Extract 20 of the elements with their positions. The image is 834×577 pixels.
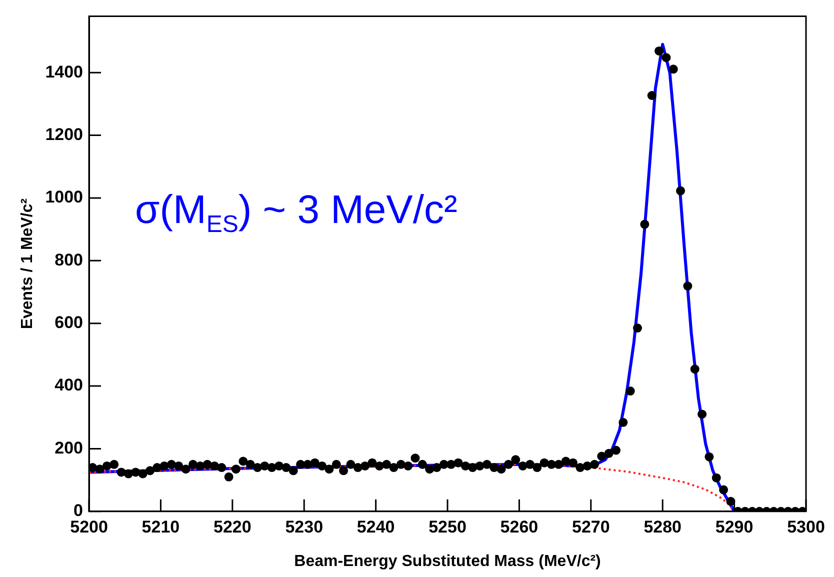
y-tick-label: 1000	[45, 188, 84, 207]
x-tick-label: 5210	[142, 517, 180, 536]
x-tick-label: 5260	[500, 517, 538, 536]
annotation: σ(M$_{ES}$) ~ 3 MeV/c²	[135, 188, 458, 239]
x-tick-label: 5270	[572, 517, 610, 536]
y-tick-label: 1200	[45, 124, 84, 144]
y-tick-label: 600	[54, 313, 84, 332]
x-tick-label: 5230	[285, 517, 324, 536]
x-tick-label: 5220	[214, 517, 252, 536]
y-tick-label: 400	[54, 376, 84, 395]
x-axis-title: Beam-Energy Substituted Mass (MeV/c²)	[294, 552, 601, 570]
y-axis-title: Events / 1 MeV/c²	[19, 198, 36, 330]
x-tick-label: 5250	[428, 517, 466, 536]
y-tick-label: 200	[54, 438, 84, 458]
y-tick-label: 800	[54, 250, 84, 270]
x-tick-label: 5280	[644, 517, 682, 536]
x-tick-label: 5290	[715, 517, 754, 536]
x-tick-label: 5240	[356, 517, 395, 536]
y-tick-label: 1400	[45, 62, 84, 82]
x-tick-label: 5300	[787, 517, 825, 536]
